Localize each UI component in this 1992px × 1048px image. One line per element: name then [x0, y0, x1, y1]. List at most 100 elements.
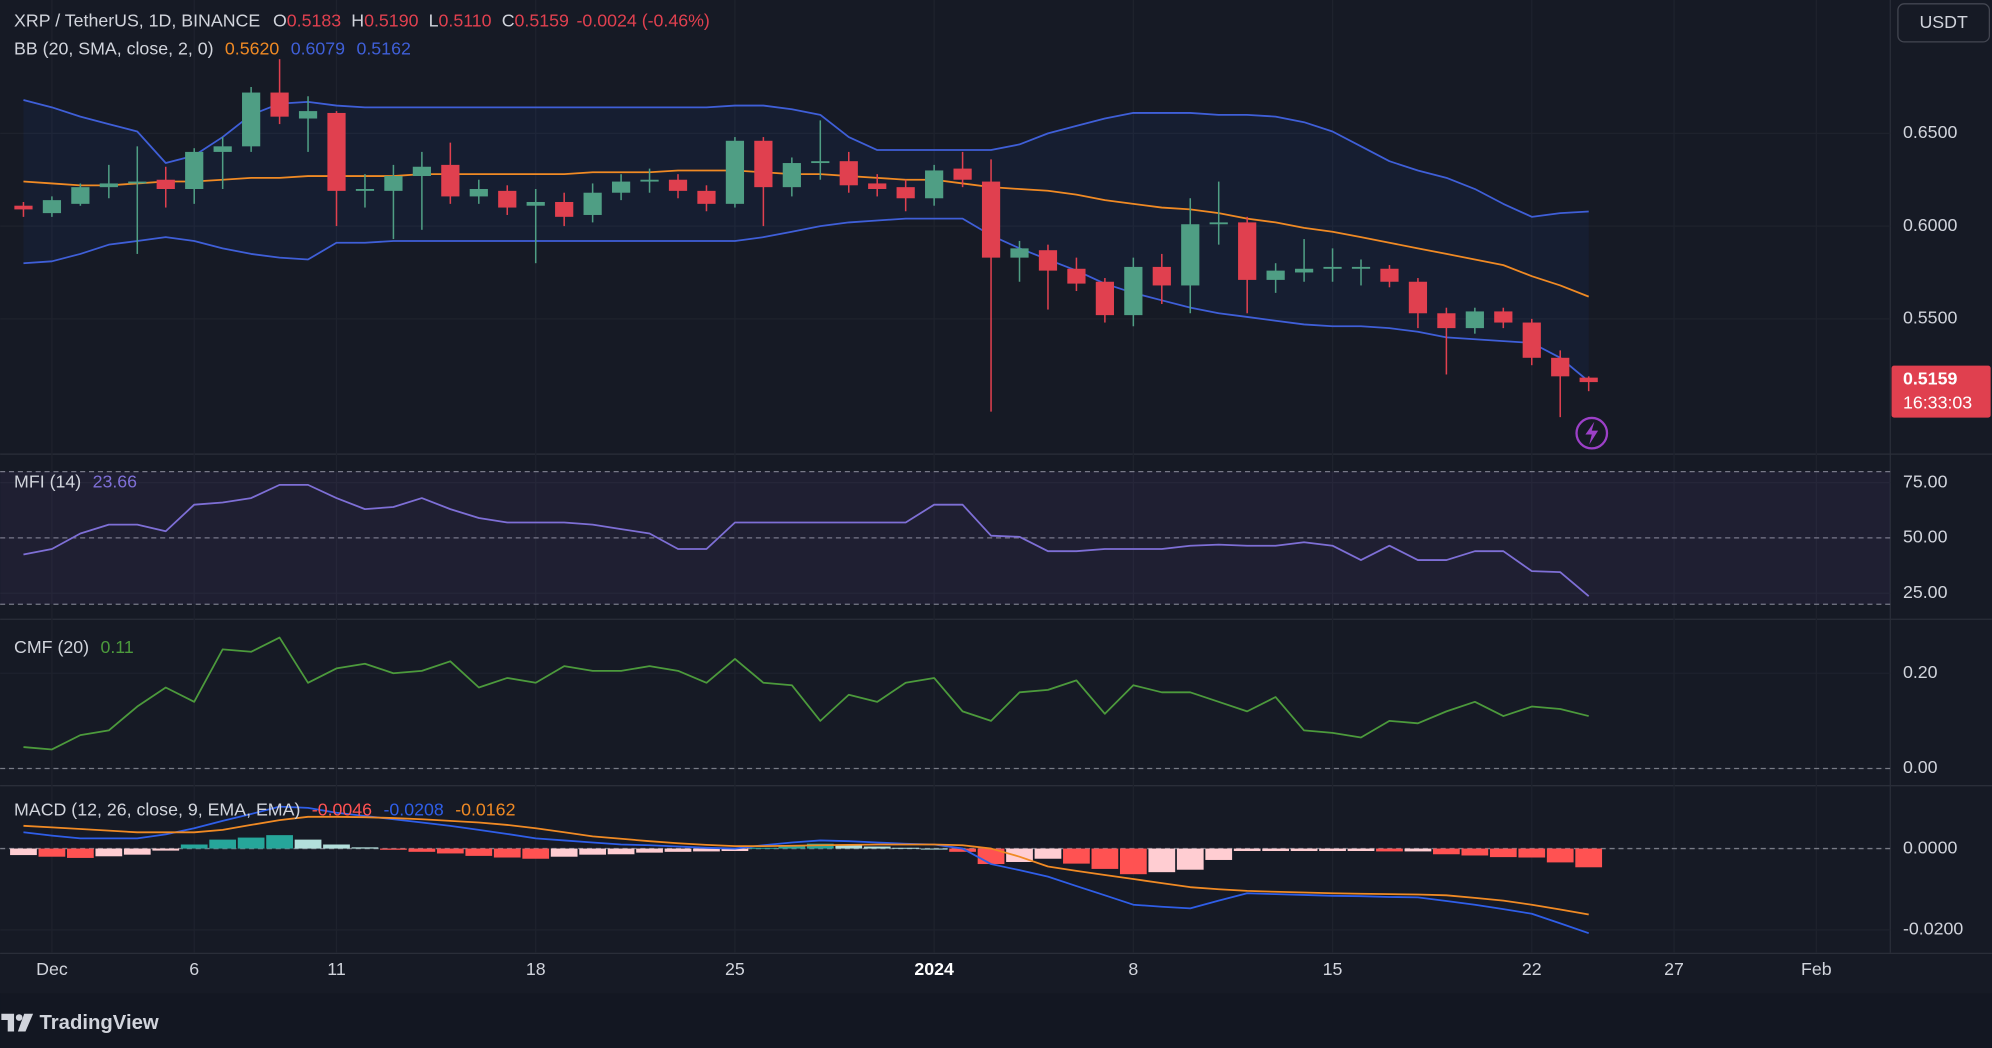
- y-tick-label: 0.6500: [1903, 122, 1957, 142]
- x-tick-label: 11: [327, 959, 346, 979]
- histogram-bar: [863, 846, 891, 849]
- histogram-bar: [1262, 848, 1290, 852]
- indicator-line: [23, 483, 1590, 597]
- footer-bar: [0, 993, 1992, 1048]
- candle-body: [782, 163, 801, 188]
- histogram-bar: [10, 848, 37, 856]
- candle-body: [1437, 313, 1456, 329]
- currency-button-frame[interactable]: [1897, 3, 1991, 43]
- pane-title: CMF (20): [14, 637, 89, 657]
- histogram-bar: [1091, 848, 1119, 869]
- histogram-bar: [778, 845, 806, 849]
- brand-name[interactable]: TradingView: [39, 1012, 158, 1034]
- histogram-bar: [949, 848, 976, 852]
- candle-body: [668, 179, 688, 191]
- candle-body: [1124, 266, 1143, 316]
- candle-body: [1181, 224, 1200, 286]
- histogram-bar: [493, 848, 521, 858]
- candle-body: [1095, 281, 1114, 316]
- histogram-bar: [323, 844, 350, 849]
- histogram-bar: [1404, 848, 1432, 852]
- histogram-bar: [67, 848, 94, 858]
- candle-body: [1465, 311, 1484, 329]
- ohlc-value: 0.5159: [515, 10, 569, 30]
- x-tick-label: 15: [1323, 959, 1343, 979]
- histogram-bar: [550, 848, 578, 857]
- y-tick-label: 0.00: [1903, 757, 1938, 777]
- histogram-bar: [892, 847, 920, 849]
- histogram-bar: [436, 848, 464, 854]
- histogram-bar: [636, 848, 663, 853]
- logo-mark[interactable]: [17, 1013, 34, 1032]
- overlay-value: 0.5162: [356, 38, 410, 58]
- histogram-bar: [1518, 848, 1546, 858]
- candle-body: [156, 179, 175, 190]
- candle-body: [128, 181, 147, 184]
- histogram-bar: [1433, 848, 1460, 855]
- alert-icon-ring[interactable]: [1575, 416, 1609, 450]
- ohlc-value: 0.5110: [439, 10, 492, 30]
- candle-body: [99, 183, 118, 188]
- ohlc-value: 0.5183: [287, 10, 341, 30]
- candle-body: [298, 111, 318, 119]
- candle-body: [1294, 268, 1314, 273]
- candle-body: [697, 190, 716, 204]
- histogram-bar: [522, 848, 550, 859]
- candle-body: [754, 140, 773, 188]
- macd-line: [23, 815, 1589, 916]
- brand-logo[interactable]: TradingView: [1, 1012, 159, 1034]
- x-tick-label: 6: [189, 959, 199, 979]
- y-tick-label: 0.20: [1903, 662, 1938, 682]
- candle-body: [925, 170, 944, 199]
- ohlc-key: H: [351, 10, 364, 30]
- labels: Dec 6 11 18 25 2024 8 15 22 27 Feb 0.6500 0.6000 0.55…: [14, 10, 1991, 979]
- candle-body: [213, 146, 232, 152]
- candle-body: [469, 189, 488, 197]
- histogram-bar: [1461, 848, 1489, 856]
- histogram-bar: [408, 848, 436, 852]
- x-tick-label: 22: [1522, 959, 1542, 979]
- pane-value: 0.11: [101, 637, 134, 657]
- alert-icon-bolt[interactable]: [1585, 421, 1599, 445]
- candle-body: [1579, 377, 1598, 383]
- logo-mark[interactable]: [1, 1013, 15, 1032]
- candle-body: [1380, 268, 1399, 282]
- candle-body: [270, 92, 289, 117]
- alert-icon[interactable]: [1575, 416, 1609, 450]
- histogram-bar: [579, 848, 607, 855]
- currency-button[interactable]: USDT: [1897, 3, 1991, 43]
- candle-body: [1494, 311, 1513, 323]
- ohlc-key: O: [273, 10, 287, 30]
- candle-body: [555, 201, 574, 217]
- x-tick-label: 18: [526, 959, 546, 979]
- macd-line: [23, 805, 1590, 935]
- overlay-value: 0.5620: [225, 38, 279, 58]
- y-tick-label: 25.00: [1903, 582, 1948, 602]
- y-tick-label: 0.0000: [1903, 837, 1957, 857]
- overlay-value: 0.6079: [291, 38, 345, 58]
- y-tick-label: 0.6000: [1903, 215, 1957, 235]
- histogram-bar: [380, 848, 407, 850]
- candle-body: [71, 187, 90, 204]
- candle-body: [811, 161, 830, 164]
- candle-body: [839, 161, 858, 186]
- candle-body: [14, 205, 33, 210]
- pane-legend: XRP / TetherUS, 1D, BINANCE O0.5183 H0.519…: [14, 10, 710, 30]
- histogram-bar: [209, 839, 237, 849]
- band-line: [23, 217, 1590, 383]
- grid: [0, 0, 1890, 953]
- currency-label[interactable]: USDT: [1919, 12, 1968, 32]
- histogram-bar: [465, 848, 493, 856]
- countdown-label: 16:33:03: [1903, 392, 1972, 412]
- histogram-bar: [1148, 848, 1176, 873]
- histogram-bar: [1176, 848, 1204, 870]
- candle-body: [1152, 266, 1171, 286]
- histogram-bar: [750, 847, 777, 849]
- histogram-bar: [351, 847, 379, 849]
- candle-body: [1551, 357, 1570, 377]
- x-tick-label: 2024: [914, 959, 954, 979]
- pane-title: MACD (12, 26, close, 9, EMA, EMA): [14, 799, 300, 819]
- histogram-bar: [1489, 848, 1517, 858]
- logo-dot[interactable]: [15, 1014, 23, 1021]
